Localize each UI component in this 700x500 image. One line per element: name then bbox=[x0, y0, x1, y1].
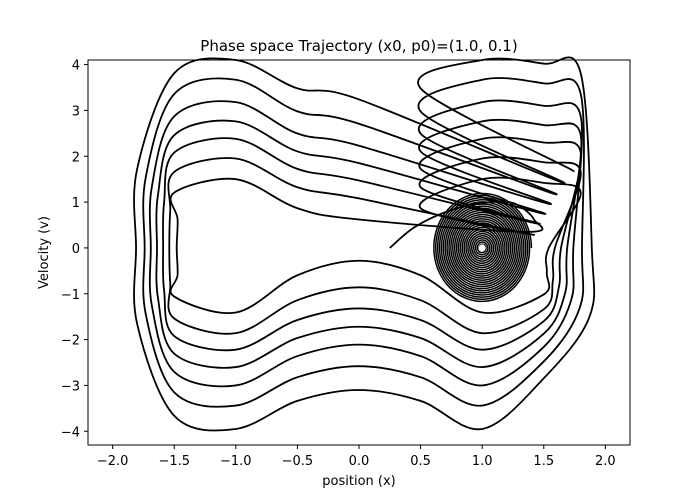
x-tick-label: −2.0 bbox=[97, 454, 129, 469]
y-tick-label: −2 bbox=[61, 334, 80, 349]
y-tick-label: −3 bbox=[61, 379, 80, 394]
x-tick-label: −0.5 bbox=[282, 454, 314, 469]
chart-title: Phase space Trajectory (x0, p0)=(1.0, 0.… bbox=[200, 37, 517, 55]
y-axis-ticks: −4 −3 −2 −1 0 1 2 3 4 bbox=[61, 59, 88, 440]
y-tick-label: 0 bbox=[72, 242, 80, 257]
inner-spiral-line bbox=[433, 192, 533, 303]
outer-trajectory-line bbox=[133, 56, 596, 432]
x-tick-label: 1.0 bbox=[472, 454, 493, 469]
y-tick-label: 4 bbox=[72, 59, 80, 74]
y-tick-label: 1 bbox=[72, 196, 80, 211]
y-tick-label: 3 bbox=[72, 104, 80, 119]
x-axis-label: position (x) bbox=[322, 474, 395, 489]
plot-frame bbox=[87, 59, 631, 446]
plot-area bbox=[133, 56, 596, 432]
equilibrium-marker bbox=[478, 244, 486, 252]
x-tick-label: −1.0 bbox=[220, 454, 252, 469]
x-tick-label: 0.5 bbox=[410, 454, 431, 469]
x-axis-ticks: −2.0 −1.5 −1.0 −0.5 0.0 0.5 1.0 1.5 2.0 bbox=[97, 445, 616, 469]
x-tick-label: −1.5 bbox=[158, 454, 190, 469]
y-axis-label: Velocity (v) bbox=[37, 216, 52, 289]
y-tick-label: −1 bbox=[61, 288, 80, 303]
y-tick-label: 2 bbox=[72, 150, 80, 165]
y-tick-label: −4 bbox=[61, 425, 80, 440]
x-tick-label: 1.5 bbox=[533, 454, 554, 469]
x-tick-label: 0.0 bbox=[349, 454, 370, 469]
x-tick-label: 2.0 bbox=[595, 454, 616, 469]
